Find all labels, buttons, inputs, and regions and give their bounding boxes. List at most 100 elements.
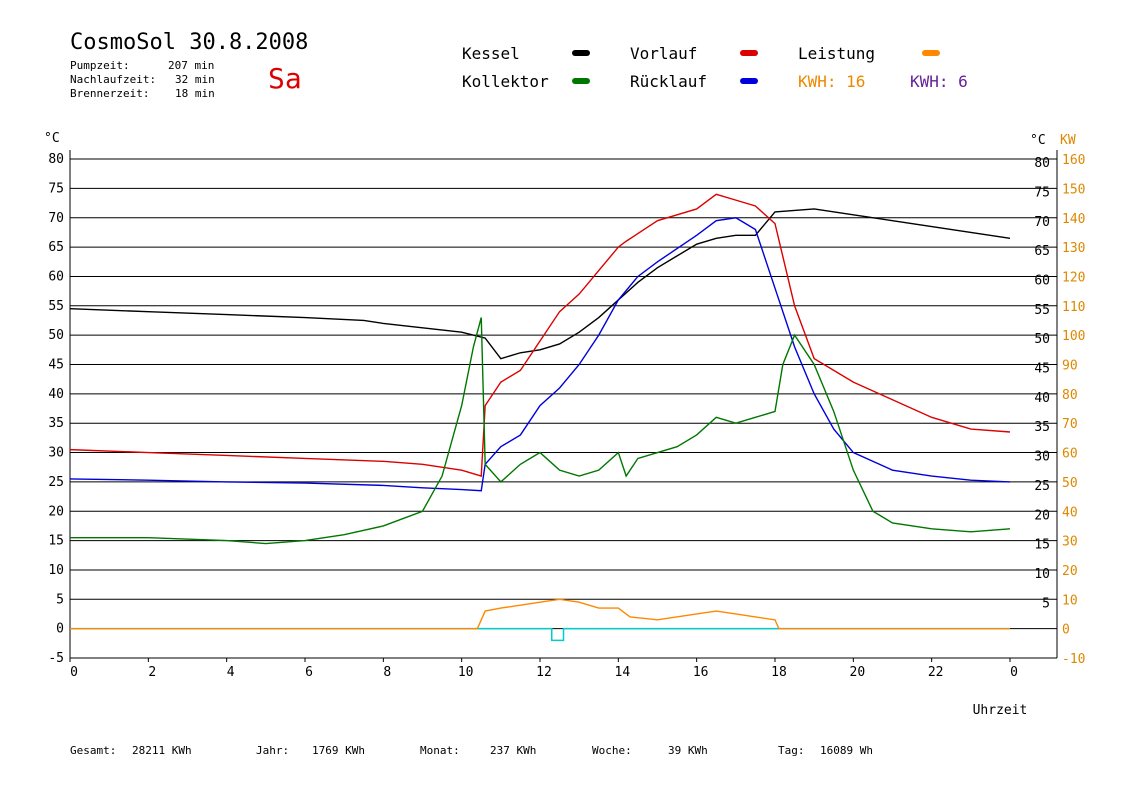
y-tick-label-right-kw: 50 <box>1062 476 1078 491</box>
y-tick-label-left: 60 <box>48 269 64 284</box>
footer-monat-value: 237 KWh <box>490 744 537 757</box>
footer-gesamt-value: 28211 KWh <box>132 744 192 757</box>
baseline-line <box>70 627 1010 642</box>
x-tick-label: 6 <box>305 665 313 680</box>
y-tick-label-right-c: 5 <box>1042 596 1050 611</box>
y-tick-label-right-c: 35 <box>1034 420 1050 435</box>
x-tick-label: 10 <box>458 665 474 680</box>
footer-monat-label: Monat: <box>420 744 460 757</box>
y-tick-label-right-kw: 130 <box>1062 241 1085 256</box>
legend-kollektor-swatch <box>572 78 590 84</box>
y-tick-label-right-kw: 80 <box>1062 388 1078 403</box>
legend-ruecklauf-label: Rücklauf <box>630 72 708 91</box>
y-tick-label-right-c: 65 <box>1034 244 1050 259</box>
y-tick-label-left: 70 <box>48 211 64 226</box>
y-axis-label-right-celsius: °C <box>1030 133 1046 148</box>
weekday-label: Sa <box>268 62 302 95</box>
x-tick-label: 16 <box>693 665 709 680</box>
legend-kwh2-label: KWH: 6 <box>910 72 968 91</box>
x-tick-label: 22 <box>928 665 944 680</box>
y-tick-label-right-kw: 70 <box>1062 417 1078 432</box>
y-tick-label-right-c: 25 <box>1034 479 1050 494</box>
x-axis-label: Uhrzeit <box>973 703 1028 718</box>
y-tick-label-right-kw: 60 <box>1062 447 1078 462</box>
legend-kwh-label: KWH: 16 <box>798 72 866 91</box>
footer-jahr-label: Jahr: <box>256 744 290 757</box>
chart-title: CosmoSol 30.8.2008 <box>70 30 309 55</box>
x-tick-label: 2 <box>148 665 156 680</box>
legend-leistung-swatch <box>922 50 940 56</box>
y-tick-label-right-c: 60 <box>1034 273 1050 288</box>
x-tick-label: 14 <box>615 665 631 680</box>
series-line-leistung <box>70 598 1010 630</box>
footer-woche-label: Woche: <box>592 744 632 757</box>
y-tick-label-left: 80 <box>48 152 64 167</box>
stat-value-pumpzeit: 207 min <box>168 59 215 72</box>
y-tick-label-right-kw: 10 <box>1062 593 1078 608</box>
x-tick-label: 4 <box>227 665 235 680</box>
series-line-kollektor <box>70 317 1011 545</box>
stat-value-brennerzeit: 18 min <box>175 87 215 100</box>
y-tick-label-left: 65 <box>48 240 64 255</box>
y-tick-label-right-c: 55 <box>1034 303 1050 318</box>
x-tick-label: 18 <box>771 665 787 680</box>
legend-vorlauf-label: Vorlauf <box>630 44 698 63</box>
x-tick-label: 0 <box>70 665 78 680</box>
x-tick-label: 12 <box>536 665 552 680</box>
y-tick-label-right-c: 50 <box>1034 332 1050 347</box>
y-tick-label-left: 75 <box>48 181 64 196</box>
stat-label-pumpzeit: Pumpzeit: <box>70 59 130 72</box>
y-tick-label-left: 50 <box>48 328 64 343</box>
y-tick-label-left: 40 <box>48 387 64 402</box>
chart-axes: 80757065605550454035302520151050-5807570… <box>48 150 1085 680</box>
series-line-kessel <box>69 208 1011 360</box>
y-tick-label-right-c: 30 <box>1034 450 1050 465</box>
y-tick-label-right-c: 80 <box>1034 156 1050 171</box>
legend-kessel-swatch <box>572 50 590 56</box>
footer-tag-value: 16089 Wh <box>820 744 873 757</box>
stat-value-nachlaufzeit: 32 min <box>175 73 215 86</box>
y-tick-label-right-kw: 140 <box>1062 212 1085 227</box>
y-tick-label-right-c: 45 <box>1034 362 1050 377</box>
y-tick-label-left: 45 <box>48 358 64 373</box>
legend-ruecklauf-swatch <box>740 78 758 84</box>
series-line-vorlauf <box>69 193 1011 477</box>
legend-vorlauf-swatch <box>740 50 758 56</box>
y-tick-label-left: 10 <box>48 563 64 578</box>
y-tick-label-right-c: 10 <box>1034 567 1050 582</box>
x-tick-label: 8 <box>383 665 391 680</box>
x-tick-label: 20 <box>850 665 866 680</box>
legend-kessel-label: Kessel <box>462 44 520 63</box>
y-tick-label-right-kw: 150 <box>1062 182 1085 197</box>
y-tick-label-left: -5 <box>48 651 64 666</box>
y-tick-label-left: 35 <box>48 416 64 431</box>
stat-label-brennerzeit: Brennerzeit: <box>70 87 150 100</box>
y-tick-label-right-c: 15 <box>1034 538 1050 553</box>
y-tick-label-left: 30 <box>48 446 64 461</box>
y-tick-label-right-c: 20 <box>1034 508 1050 523</box>
y-tick-label-right-kw: 20 <box>1062 564 1078 579</box>
y-tick-label-left: 15 <box>48 534 64 549</box>
y-tick-label-right-kw: -10 <box>1062 652 1085 667</box>
y-tick-label-right-kw: 110 <box>1062 300 1085 315</box>
y-tick-label-right-kw: 90 <box>1062 359 1078 374</box>
y-tick-label-right-kw: 100 <box>1062 329 1085 344</box>
chart-series <box>69 193 1011 642</box>
footer-tag-label: Tag: <box>778 744 805 757</box>
y-tick-label-right-kw: 160 <box>1062 153 1085 168</box>
stat-label-nachlaufzeit: Nachlaufzeit: <box>70 73 157 86</box>
y-tick-label-right-kw: 120 <box>1062 270 1085 285</box>
y-tick-label-right-kw: 0 <box>1062 623 1070 638</box>
y-tick-label-left: 25 <box>48 475 64 490</box>
y-tick-label-right-c: 40 <box>1034 391 1050 406</box>
x-tick-label: 0 <box>1010 665 1018 680</box>
chart-grid <box>70 158 1057 630</box>
footer-gesamt-label: Gesamt: <box>70 744 117 757</box>
y-tick-label-right-kw: 30 <box>1062 535 1078 550</box>
y-tick-label-right-c: 70 <box>1034 215 1050 230</box>
y-tick-label-left: 20 <box>48 504 64 519</box>
footer-jahr-value: 1769 KWh <box>312 744 365 757</box>
y-tick-label-left: 5 <box>56 592 64 607</box>
y-tick-label-left: 55 <box>48 299 64 314</box>
